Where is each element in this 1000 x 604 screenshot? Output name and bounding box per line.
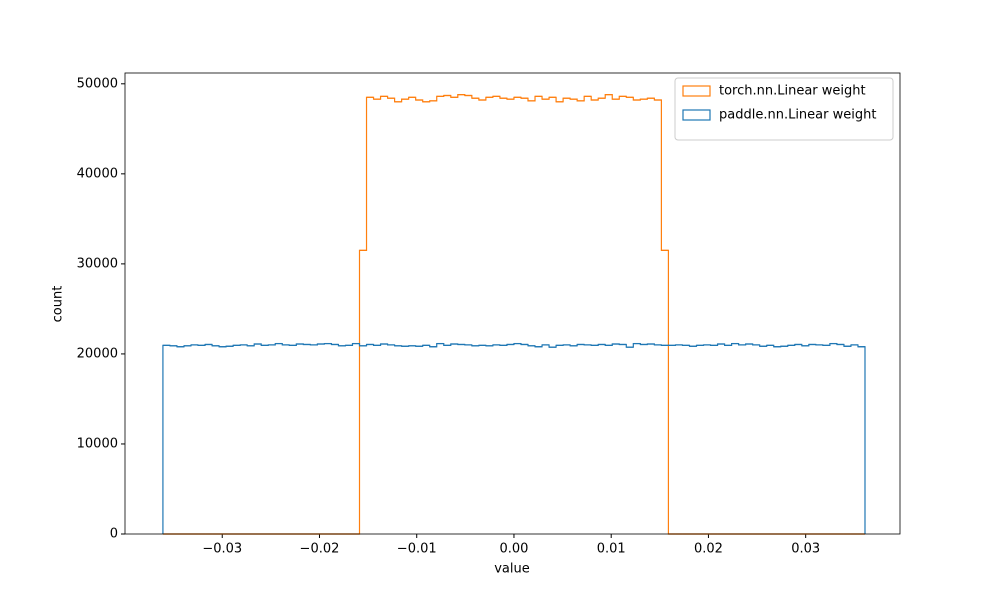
legend-label: torch.nn.Linear weight <box>719 84 866 99</box>
y-tick-label: 10000 <box>77 436 118 451</box>
histogram-series <box>162 342 866 534</box>
y-axis-label: count <box>51 286 66 323</box>
legend-box <box>674 77 894 141</box>
x-tick-label: −0.02 <box>300 542 340 557</box>
y-tick-label: 30000 <box>77 256 118 271</box>
plot-frame <box>124 72 901 535</box>
legend-swatch <box>682 109 711 121</box>
y-tick-label: 50000 <box>77 76 118 91</box>
x-tick-label: 0.01 <box>597 542 626 557</box>
legend-swatch <box>682 85 711 97</box>
x-axis-label: value <box>494 562 530 577</box>
x-tick-label: 0.02 <box>694 542 723 557</box>
x-tick-label: 0.03 <box>791 542 820 557</box>
y-tick-label: 0 <box>110 527 118 542</box>
y-tick-label: 20000 <box>77 346 118 361</box>
x-tick-label: −0.01 <box>397 542 437 557</box>
x-tick-label: 0.00 <box>499 542 528 557</box>
legend-label: paddle.nn.Linear weight <box>719 108 876 123</box>
x-tick-label: −0.03 <box>202 542 242 557</box>
y-tick-label: 40000 <box>77 166 118 181</box>
